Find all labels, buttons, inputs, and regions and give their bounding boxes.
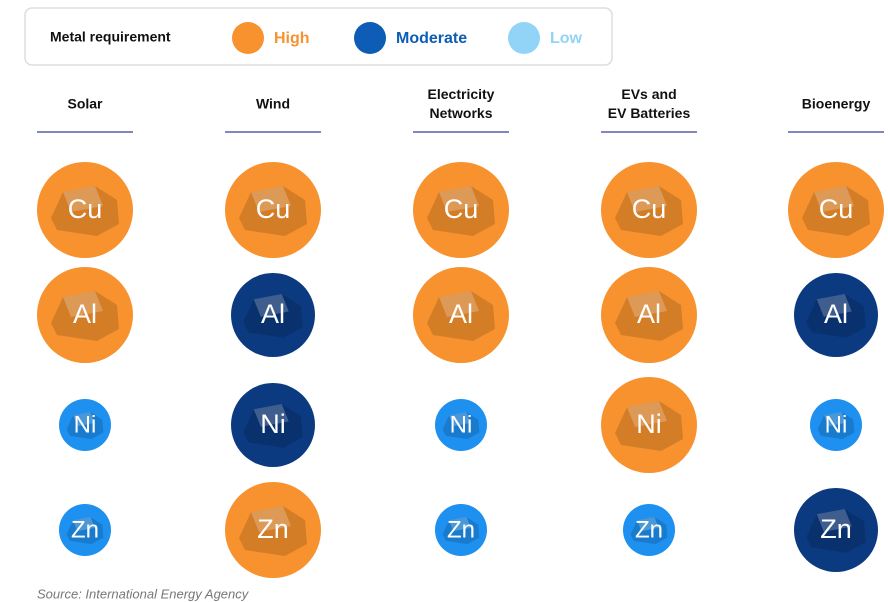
metal-symbol: Ni <box>825 411 848 438</box>
rock-highlight <box>816 509 852 532</box>
metal-symbol: Zn <box>447 516 475 543</box>
rock-shade <box>51 291 119 341</box>
rock-shade <box>243 294 303 338</box>
rock-shade <box>66 517 104 545</box>
metal-circle <box>37 267 133 363</box>
legend-swatch <box>508 22 540 54</box>
legend-swatch <box>354 22 386 54</box>
rock-shade <box>239 506 307 556</box>
rock-highlight <box>449 517 471 532</box>
rock-highlight <box>449 412 471 427</box>
metal-circle <box>601 162 697 258</box>
rock-highlight <box>253 404 289 427</box>
metal-symbol: Ni <box>636 409 662 439</box>
legend-swatch <box>232 22 264 54</box>
rock-shade <box>51 186 119 236</box>
metal-symbol: Ni <box>450 411 473 438</box>
column-header: Networks <box>429 105 492 121</box>
legend-title: Metal requirement <box>50 29 171 45</box>
rock-shade <box>615 291 683 341</box>
rock-shade <box>66 412 104 440</box>
legend-box <box>24 7 613 66</box>
metal-symbol: Ni <box>260 409 286 439</box>
column-header: Solar <box>67 96 103 112</box>
rock-highlight <box>439 186 479 212</box>
metal-circle <box>413 162 509 258</box>
column-header: Wind <box>256 96 290 112</box>
rock-highlight <box>627 401 667 427</box>
metal-circle <box>810 399 862 451</box>
rock-highlight <box>816 294 852 317</box>
metal-circle <box>794 488 878 572</box>
metal-symbol: Cu <box>819 194 854 224</box>
rock-shade <box>615 401 683 451</box>
column-header: Bioenergy <box>802 96 871 112</box>
rock-shade <box>802 186 870 236</box>
rock-highlight <box>627 186 667 212</box>
legend-label: High <box>274 30 310 47</box>
rock-shade <box>442 517 480 545</box>
metal-symbol: Zn <box>71 516 99 543</box>
metal-circle <box>623 504 675 556</box>
rock-highlight <box>627 291 667 317</box>
metal-symbol: Cu <box>256 194 291 224</box>
rock-shade <box>817 412 855 440</box>
metal-circle <box>37 162 133 258</box>
source: Source: International Energy Agency <box>37 586 250 601</box>
rock-shade <box>806 509 866 553</box>
rock-highlight <box>63 291 103 317</box>
column-header: EVs and <box>621 86 676 102</box>
metal-circle <box>225 482 321 578</box>
column-header: Electricity <box>428 86 495 102</box>
metal-symbol: Al <box>73 299 97 329</box>
metal-symbol: Al <box>449 299 473 329</box>
metal-circle <box>601 377 697 473</box>
rock-shade <box>427 291 495 341</box>
metal-circle <box>225 162 321 258</box>
metal-symbol: Ni <box>74 411 97 438</box>
metal-circle <box>601 267 697 363</box>
metal-circle <box>231 383 315 467</box>
rock-shade <box>806 294 866 338</box>
rock-shade <box>427 186 495 236</box>
rock-shade <box>442 412 480 440</box>
metal-circle <box>59 399 111 451</box>
rock-highlight <box>251 506 291 532</box>
rock-highlight <box>439 291 479 317</box>
metal-circle <box>435 399 487 451</box>
rock-highlight <box>253 294 289 317</box>
metal-symbol: Zn <box>820 514 852 544</box>
metal-circle <box>59 504 111 556</box>
metal-symbol: Al <box>824 299 848 329</box>
column-header: EV Batteries <box>608 105 691 121</box>
rock-shade <box>630 517 668 545</box>
metal-circle <box>788 162 884 258</box>
rock-shade <box>615 186 683 236</box>
metal-circle <box>413 267 509 363</box>
rock-shade <box>243 404 303 448</box>
rock-highlight <box>73 412 95 427</box>
metal-circle <box>231 273 315 357</box>
metal-symbol: Zn <box>257 514 289 544</box>
metal-symbol: Cu <box>632 194 667 224</box>
metal-symbol: Cu <box>68 194 103 224</box>
rock-highlight <box>824 412 846 427</box>
rock-shade <box>239 186 307 236</box>
rock-highlight <box>251 186 291 212</box>
metal-circle <box>435 504 487 556</box>
legend-label: Low <box>550 30 583 47</box>
rock-highlight <box>63 186 103 212</box>
metal-symbol: Al <box>637 299 661 329</box>
metal-symbol: Cu <box>444 194 479 224</box>
legend-label: Moderate <box>396 30 467 47</box>
metal-circle <box>794 273 878 357</box>
rock-highlight <box>637 517 659 532</box>
metal-symbol: Al <box>261 299 285 329</box>
metal-symbol: Zn <box>635 516 663 543</box>
rock-highlight <box>73 517 95 532</box>
rock-highlight <box>814 186 854 212</box>
